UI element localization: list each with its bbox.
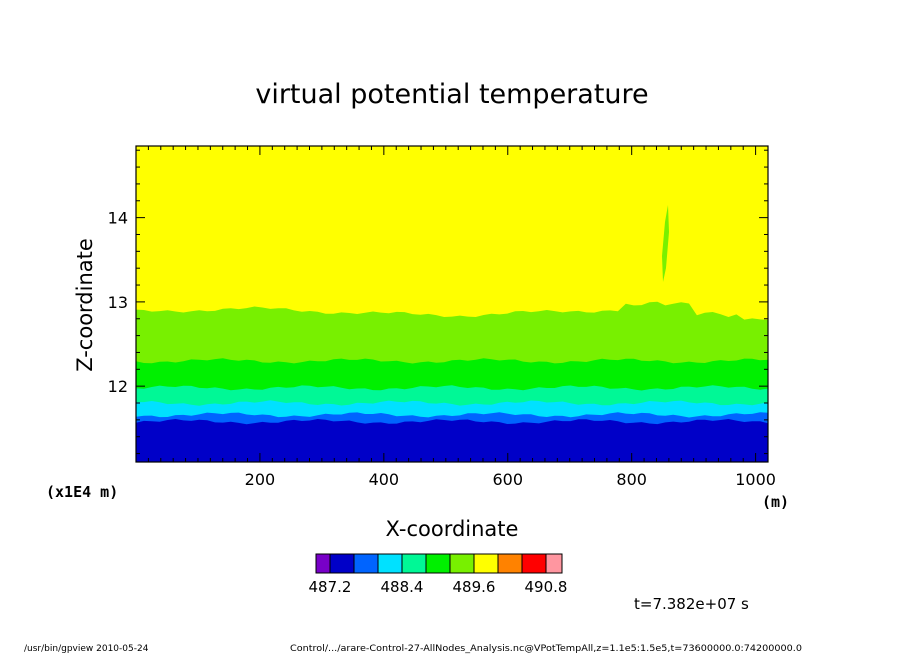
colorbar-label: 488.4 [381, 578, 424, 596]
colorbar-swatch [315, 553, 331, 574]
colorbar-swatch [425, 553, 451, 574]
plot-frame [135, 145, 769, 463]
y-tick-label: 14 [108, 209, 128, 228]
x-unit-label: (m) [762, 493, 789, 511]
colorbar [315, 553, 563, 574]
plot-area: 200 400 600 800 1000 12 13 14 [108, 145, 776, 489]
contour-band [136, 419, 768, 462]
colorbar-swatch [521, 553, 547, 574]
y-tick-label: 13 [108, 293, 128, 312]
x-axis-ticks: 200 400 600 800 1000 [147, 146, 776, 489]
time-label: t=7.382e+07 s [634, 595, 749, 613]
colorbar-swatch [497, 553, 523, 574]
y-axis-ticks: 12 13 14 [108, 149, 768, 455]
x-tick-label: 400 [369, 470, 400, 489]
colorbar-swatch [377, 553, 403, 574]
footer-left: /usr/bin/gpview 2010-05-24 [24, 644, 149, 654]
x-tick-label: 600 [492, 470, 523, 489]
footer-right: Control/.../arare-Control-27-AllNodes_An… [290, 644, 802, 654]
contour-bands [136, 146, 768, 462]
colorbar-swatch [353, 553, 379, 574]
chart-title: virtual potential temperature [255, 79, 648, 110]
colorbar-swatch [401, 553, 427, 574]
colorbar-swatch [545, 553, 563, 574]
x-axis-label: X-coordinate [386, 517, 519, 541]
plume-feature [662, 205, 669, 282]
colorbar-labels: 487.2 488.4 489.6 490.8 [309, 578, 568, 596]
x-tick-label: 800 [616, 470, 647, 489]
x-tick-label: 200 [245, 470, 276, 489]
x-tick-label: 1000 [735, 470, 776, 489]
colorbar-swatch [329, 553, 355, 574]
colorbar-swatch [449, 553, 475, 574]
colorbar-label: 487.2 [309, 578, 352, 596]
y-tick-label: 12 [108, 377, 128, 396]
y-unit-label: (x1E4 m) [46, 483, 118, 501]
colorbar-label: 489.6 [453, 578, 496, 596]
y-axis-label: Z-coordinate [73, 238, 97, 372]
colorbar-label: 490.8 [525, 578, 568, 596]
colorbar-swatch [473, 553, 499, 574]
